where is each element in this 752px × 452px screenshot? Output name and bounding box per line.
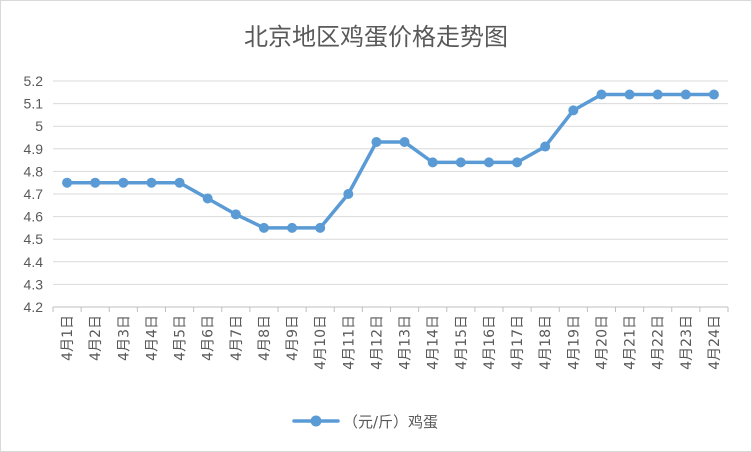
x-tick-label: 4月15日 [454,315,470,370]
x-tick-label: 4月20日 [594,315,610,370]
data-point [62,177,73,188]
x-tick-label: 4月8日 [257,315,273,361]
x-tick-label: 4月24日 [707,315,723,370]
chart-title: 北京地区鸡蛋价格走势图 [244,23,508,51]
data-point [174,177,185,188]
y-tick-label: 4.4 [24,254,44,270]
data-point [596,89,607,100]
x-tick-label: 4月13日 [398,315,414,370]
y-tick-label: 4.9 [24,141,44,157]
data-point [118,177,129,188]
x-tick-label: 4月4日 [144,315,160,361]
data-point [652,89,663,100]
data-point [258,222,269,233]
y-tick-label: 5.2 [24,73,44,89]
data-point [371,137,382,148]
legend-marker [310,415,322,427]
data-point [202,193,213,204]
y-tick-label: 4.7 [24,186,44,202]
y-tick-label: 5.1 [24,96,44,112]
series-line [65,92,716,230]
data-point [680,89,691,100]
data-point [455,157,466,168]
x-tick-label: 4月9日 [285,315,301,361]
x-tick-label: 4月18日 [538,315,554,370]
data-point [287,222,298,233]
y-tick-label: 4.8 [24,163,44,179]
x-tick-label: 4月22日 [651,315,667,370]
y-tick-label: 5 [35,118,43,134]
x-tick-label: 4月14日 [426,315,442,370]
x-tick-label: 4月7日 [229,315,245,361]
x-tick-label: 4月19日 [566,315,582,370]
data-point [540,141,551,152]
data-point [512,157,523,168]
x-tick-label: 4月21日 [623,315,639,370]
x-tick-label: 4月6日 [201,315,217,361]
x-tick-label: 4月11日 [341,315,357,370]
y-tick-label: 4.3 [24,276,44,292]
data-point [399,137,410,148]
x-tick-label: 4月5日 [173,315,189,361]
data-point [146,177,157,188]
x-tick-label: 4月12日 [369,315,385,370]
data-point [315,222,326,233]
legend-label: （元/斤）鸡蛋 [343,413,438,431]
x-tick-label: 4月3日 [116,315,132,361]
y-tick-label: 4.6 [24,209,44,225]
y-tick-label: 4.2 [24,299,44,315]
data-point [708,89,719,100]
data-point [624,89,635,100]
y-tick-label: 4.5 [24,231,44,247]
x-tick-label: 4月23日 [679,315,695,370]
legend: （元/斤）鸡蛋 [292,413,438,431]
x-tick-label: 4月17日 [510,315,526,370]
data-point [230,209,241,220]
x-tick-label: 4月2日 [88,315,104,361]
data-point [427,157,438,168]
x-axis-ticks: 4月1日 4月2日 4月3日 4月4日 4月5日 4月6日 4月7日 4月8日 4月9日 4月10… [52,307,729,370]
data-point [483,157,494,168]
series-layer [62,89,719,233]
data-point [90,177,101,188]
data-point [568,105,579,116]
x-tick-label: 4月1日 [60,315,76,361]
data-point [343,189,354,199]
y-axis-ticks: 4.2 4.3 4.4 4.5 4.6 4.7 4.8 4.9 5 5.1 5.2 [24,73,44,315]
x-tick-label: 4月16日 [482,315,498,370]
grid-lines [53,80,728,308]
x-tick-label: 4月10日 [313,315,329,370]
